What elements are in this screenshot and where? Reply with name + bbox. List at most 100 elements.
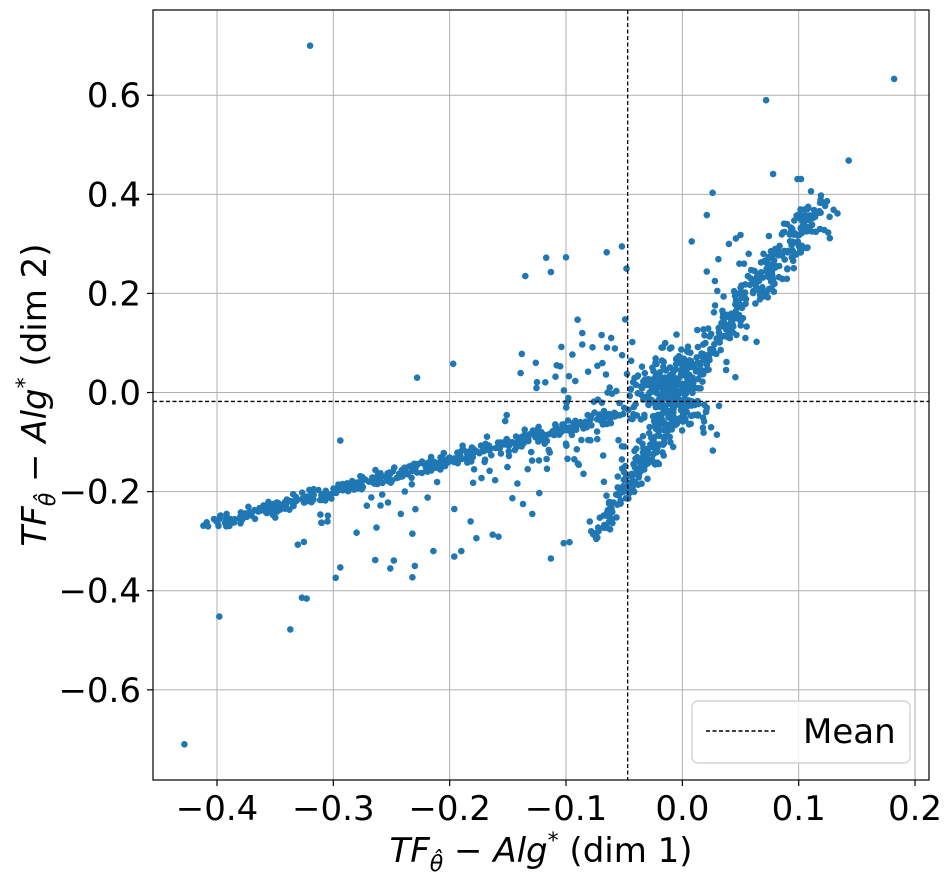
data-point xyxy=(738,304,746,312)
data-point xyxy=(562,404,570,411)
data-point xyxy=(543,465,551,473)
data-point xyxy=(451,553,458,560)
data-point xyxy=(700,356,707,364)
data-point xyxy=(613,514,620,521)
data-point xyxy=(679,410,687,417)
data-point xyxy=(497,450,505,457)
data-point xyxy=(688,375,695,383)
data-point xyxy=(579,341,586,348)
data-point xyxy=(638,480,645,488)
data-point xyxy=(563,399,570,406)
data-point xyxy=(370,480,378,487)
data-point xyxy=(497,439,504,446)
y-axis-label: TFθ̂ − Alg* (dim 2) xyxy=(13,243,61,546)
data-point xyxy=(310,491,318,499)
data-point xyxy=(725,240,733,248)
x-tick-label: −0.1 xyxy=(525,789,608,829)
data-point xyxy=(428,465,435,472)
x-label-dim: (dim 1) xyxy=(559,831,693,871)
data-point xyxy=(794,238,802,245)
data-point xyxy=(756,287,763,295)
data-point xyxy=(607,334,615,342)
data-point xyxy=(618,351,626,359)
data-point xyxy=(408,481,416,488)
data-point xyxy=(451,505,458,513)
data-point xyxy=(816,207,823,215)
data-point xyxy=(660,426,668,434)
data-point xyxy=(659,417,666,424)
data-point xyxy=(505,448,512,455)
data-point xyxy=(693,359,701,367)
data-point xyxy=(656,394,663,401)
data-point xyxy=(636,456,644,463)
x-tick-label: 0.2 xyxy=(888,789,942,829)
data-point xyxy=(798,213,806,221)
mean-lines xyxy=(153,10,929,780)
data-point xyxy=(618,443,626,450)
data-point xyxy=(564,417,572,424)
data-point xyxy=(693,354,700,361)
x-tick-label: −0.4 xyxy=(176,789,259,829)
y-label-star: * xyxy=(13,377,38,388)
data-point xyxy=(281,505,289,512)
data-point xyxy=(439,459,446,467)
data-point xyxy=(458,547,465,555)
data-point xyxy=(694,375,702,383)
data-point xyxy=(615,484,623,492)
data-point xyxy=(653,402,660,409)
data-point xyxy=(743,323,750,330)
data-point xyxy=(682,417,689,424)
data-point xyxy=(600,478,608,486)
data-point xyxy=(736,260,743,268)
data-point xyxy=(598,399,606,407)
data-point xyxy=(627,357,635,365)
data-point xyxy=(413,374,421,382)
data-point xyxy=(647,443,655,451)
data-point xyxy=(701,332,708,339)
data-point xyxy=(746,281,754,289)
data-point xyxy=(714,287,721,295)
data-point xyxy=(337,564,344,571)
data-point xyxy=(489,531,497,538)
data-point xyxy=(644,460,651,467)
data-point xyxy=(310,485,317,493)
data-point xyxy=(379,473,386,480)
data-point xyxy=(298,489,306,497)
data-point xyxy=(535,423,542,431)
data-point xyxy=(409,574,416,581)
data-point xyxy=(644,475,651,483)
data-point xyxy=(786,231,794,238)
data-point xyxy=(659,449,666,456)
data-point xyxy=(752,300,759,307)
data-point xyxy=(511,440,519,448)
data-point xyxy=(817,192,825,199)
data-point xyxy=(274,504,282,512)
data-point xyxy=(619,410,627,418)
data-point xyxy=(522,272,529,280)
data-point xyxy=(759,293,767,300)
data-point xyxy=(552,373,559,381)
data-point xyxy=(521,426,528,434)
data-point xyxy=(359,483,367,491)
data-point xyxy=(449,360,457,368)
data-point xyxy=(634,390,642,397)
data-point xyxy=(488,451,495,459)
data-point xyxy=(390,557,398,564)
data-point xyxy=(629,378,637,386)
data-point xyxy=(694,412,702,419)
data-point xyxy=(504,463,511,471)
plot-frame xyxy=(152,9,930,781)
data-point xyxy=(353,529,360,536)
data-point xyxy=(603,344,611,351)
data-point xyxy=(670,413,678,421)
data-point xyxy=(623,370,631,378)
data-point xyxy=(687,412,695,420)
data-point xyxy=(262,505,270,512)
data-point xyxy=(659,441,667,449)
data-point xyxy=(287,626,294,633)
data-point xyxy=(181,741,188,748)
data-point xyxy=(518,350,526,358)
y-label-alg: − Alg xyxy=(15,388,55,492)
data-point xyxy=(326,491,334,498)
data-point xyxy=(574,316,581,324)
